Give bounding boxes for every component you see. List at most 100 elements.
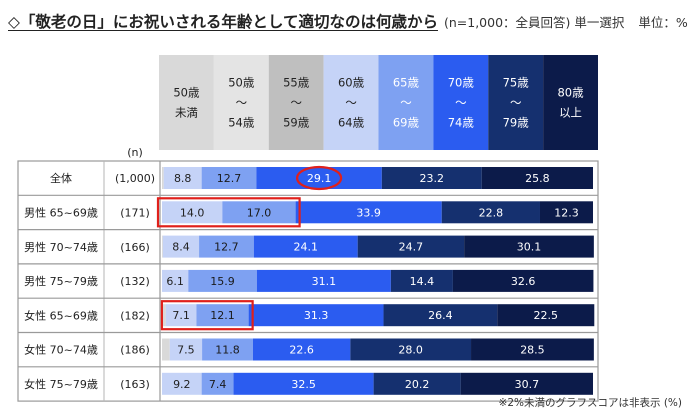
- bar-segment: [162, 235, 200, 258]
- bar-segment: [201, 372, 234, 395]
- n-column-header: (n): [127, 146, 143, 159]
- data-label: 32.5: [291, 378, 316, 391]
- bar-segment: [460, 372, 593, 395]
- data-label: 32.6: [511, 275, 536, 288]
- bar-segment: [188, 269, 257, 292]
- data-label: 7.1: [172, 309, 190, 322]
- bar-row: 女性 65~69歳 (182) 7.1 12.1 31.3 26.4 22.5: [24, 304, 595, 327]
- bar-segment: [464, 235, 594, 258]
- bar-row: 全体 (1,000) 8.8 12.7 29.1 23.2 25.8: [50, 167, 593, 189]
- data-label: 7.4: [209, 378, 227, 391]
- highlight-annotations: [156, 165, 343, 331]
- data-label: 28.0: [398, 344, 423, 357]
- bar-row: 女性 70~74歳 (186) 7.5 11.8 22.6 28.0 28.5: [24, 338, 594, 361]
- data-label: 22.6: [289, 344, 314, 357]
- chart-title-row: ◇「敬老の日」にお祝いされる年齢として適切なのは何歳から (n=1,000：全員回…: [8, 10, 698, 36]
- data-label: 11.8: [215, 344, 240, 357]
- highlight-ellipse: [295, 165, 343, 191]
- row-n-value: (132): [120, 275, 150, 288]
- data-label: 30.7: [515, 378, 540, 391]
- legend-label: 59歳: [283, 116, 310, 130]
- bar-row: 男性 75~79歳 (132) 6.1 15.9 31.1 14.4 32.6: [24, 269, 594, 292]
- data-label: 12.1: [210, 309, 235, 322]
- bar-segment: [452, 269, 594, 292]
- bar-segment: [163, 167, 202, 189]
- legend-swatch: [159, 55, 214, 150]
- table-border: [17, 160, 599, 402]
- row-n-value: (171): [120, 206, 150, 219]
- bar-segment: [169, 338, 203, 361]
- data-label: 24.1: [293, 241, 318, 254]
- bar-segment: [162, 338, 170, 361]
- bar-segment: [481, 167, 593, 189]
- data-label: 14.0: [180, 206, 205, 219]
- bar-segment: [256, 167, 382, 189]
- chart-title: ◇「敬老の日」にお祝いされる年齢として適切なのは何歳から: [8, 13, 438, 31]
- data-label: 28.5: [520, 344, 545, 357]
- row-category-label: 女性 70~74歳: [24, 343, 98, 357]
- data-label: 7.5: [177, 344, 195, 357]
- data-label: 22.5: [534, 309, 559, 322]
- bar-segment: [253, 235, 358, 258]
- data-label: 33.9: [356, 206, 381, 219]
- row-category-label: 男性 70~74歳: [24, 240, 98, 254]
- row-n-value: (163): [120, 378, 150, 391]
- bar-segment: [165, 304, 197, 327]
- data-label: 24.7: [399, 241, 424, 254]
- bar-segment: [162, 167, 164, 189]
- row-n-value: (166): [120, 241, 150, 254]
- bar-segment: [202, 338, 253, 361]
- data-label: 17.0: [247, 206, 272, 219]
- legend-label: ～: [510, 96, 522, 110]
- bar-segment: [381, 167, 482, 189]
- bar-segment: [497, 304, 595, 327]
- data-label: 31.1: [312, 275, 337, 288]
- legend-label: 54歳: [228, 116, 255, 130]
- bar-row: 男性 70~74歳 (166) 8.4 12.7 24.1 24.7 30.1: [24, 235, 594, 258]
- bar-segment: [471, 338, 594, 361]
- data-label: 22.8: [479, 206, 504, 219]
- bar-segment: [350, 338, 472, 361]
- legend-label: 69歳: [393, 116, 420, 130]
- bar-segment: [252, 338, 351, 361]
- table-frame: [17, 160, 599, 402]
- data-label: 14.4: [410, 275, 435, 288]
- row-n-value: (186): [120, 344, 150, 357]
- bar-segment: [357, 235, 465, 258]
- legend-label: 70歳: [448, 76, 475, 90]
- bar-segment: [539, 201, 593, 224]
- legend-label: ～: [400, 96, 412, 110]
- data-label: 25.8: [525, 172, 550, 185]
- legend-label: ～: [236, 96, 248, 110]
- bar-segment: [295, 201, 442, 224]
- row-category-label: 男性 65~69歳: [24, 205, 98, 219]
- bar-segment: [162, 304, 166, 327]
- bar-segment: [162, 269, 189, 292]
- data-label: 12.7: [214, 241, 239, 254]
- chart-subtitle: (n=1,000：全員回答) 単一選択: [443, 15, 625, 30]
- highlight-box: [160, 300, 254, 331]
- legend-label: 以上: [559, 106, 582, 120]
- bar-row: 男性 65~69歳 (171) 14.0 17.0 33.9 22.8 12.3: [24, 201, 593, 224]
- row-n-value: (1,000): [115, 172, 155, 185]
- bar-segment: [383, 304, 498, 327]
- data-label: 23.2: [420, 172, 445, 185]
- bar-segment: [199, 235, 254, 258]
- data-label: 9.2: [173, 378, 191, 391]
- legend-label: 55歳: [283, 76, 310, 90]
- legend-label: 75歳: [503, 76, 530, 90]
- bar-segment: [256, 269, 391, 292]
- bar-segment: [441, 201, 540, 224]
- data-label: 6.1: [166, 275, 184, 288]
- bar-segment: [162, 201, 223, 224]
- data-label: 15.9: [210, 275, 235, 288]
- row-category-label: 女性 75~79歳: [24, 377, 98, 391]
- bar-segment: [373, 372, 461, 395]
- bar-segment: [248, 304, 384, 327]
- data-label: 12.7: [217, 172, 242, 185]
- legend-label: 74歳: [448, 116, 475, 130]
- bar-segment: [196, 304, 249, 327]
- legend-label: 50歳: [228, 76, 255, 90]
- data-label: 8.8: [174, 172, 192, 185]
